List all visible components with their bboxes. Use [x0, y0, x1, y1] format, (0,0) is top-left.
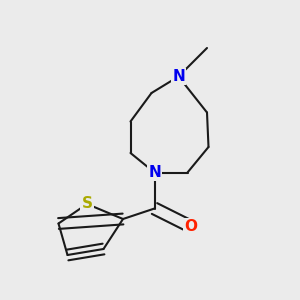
Text: N: N	[172, 69, 185, 84]
Text: O: O	[184, 219, 197, 234]
Text: N: N	[148, 165, 161, 180]
Text: S: S	[82, 196, 92, 211]
